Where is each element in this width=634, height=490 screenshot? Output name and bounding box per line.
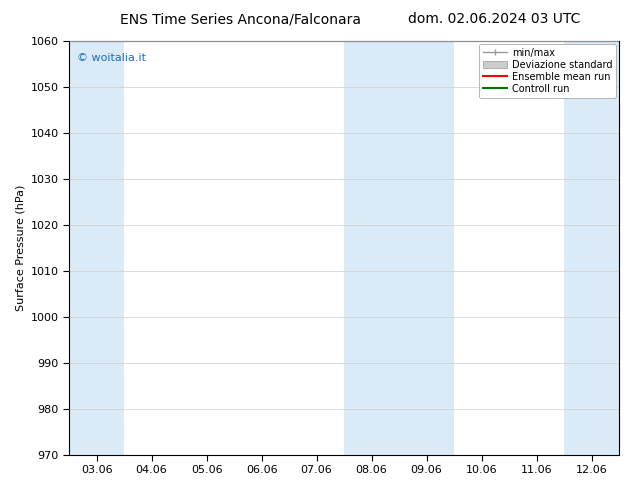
Text: ENS Time Series Ancona/Falconara: ENS Time Series Ancona/Falconara — [120, 12, 361, 26]
Bar — [344, 41, 454, 455]
Text: dom. 02.06.2024 03 UTC: dom. 02.06.2024 03 UTC — [408, 12, 581, 26]
Legend: min/max, Deviazione standard, Ensemble mean run, Controll run: min/max, Deviazione standard, Ensemble m… — [479, 44, 616, 98]
Y-axis label: Surface Pressure (hPa): Surface Pressure (hPa) — [15, 185, 25, 311]
Text: © woitalia.it: © woitalia.it — [77, 53, 146, 64]
Bar — [564, 41, 619, 455]
Bar — [69, 41, 124, 455]
